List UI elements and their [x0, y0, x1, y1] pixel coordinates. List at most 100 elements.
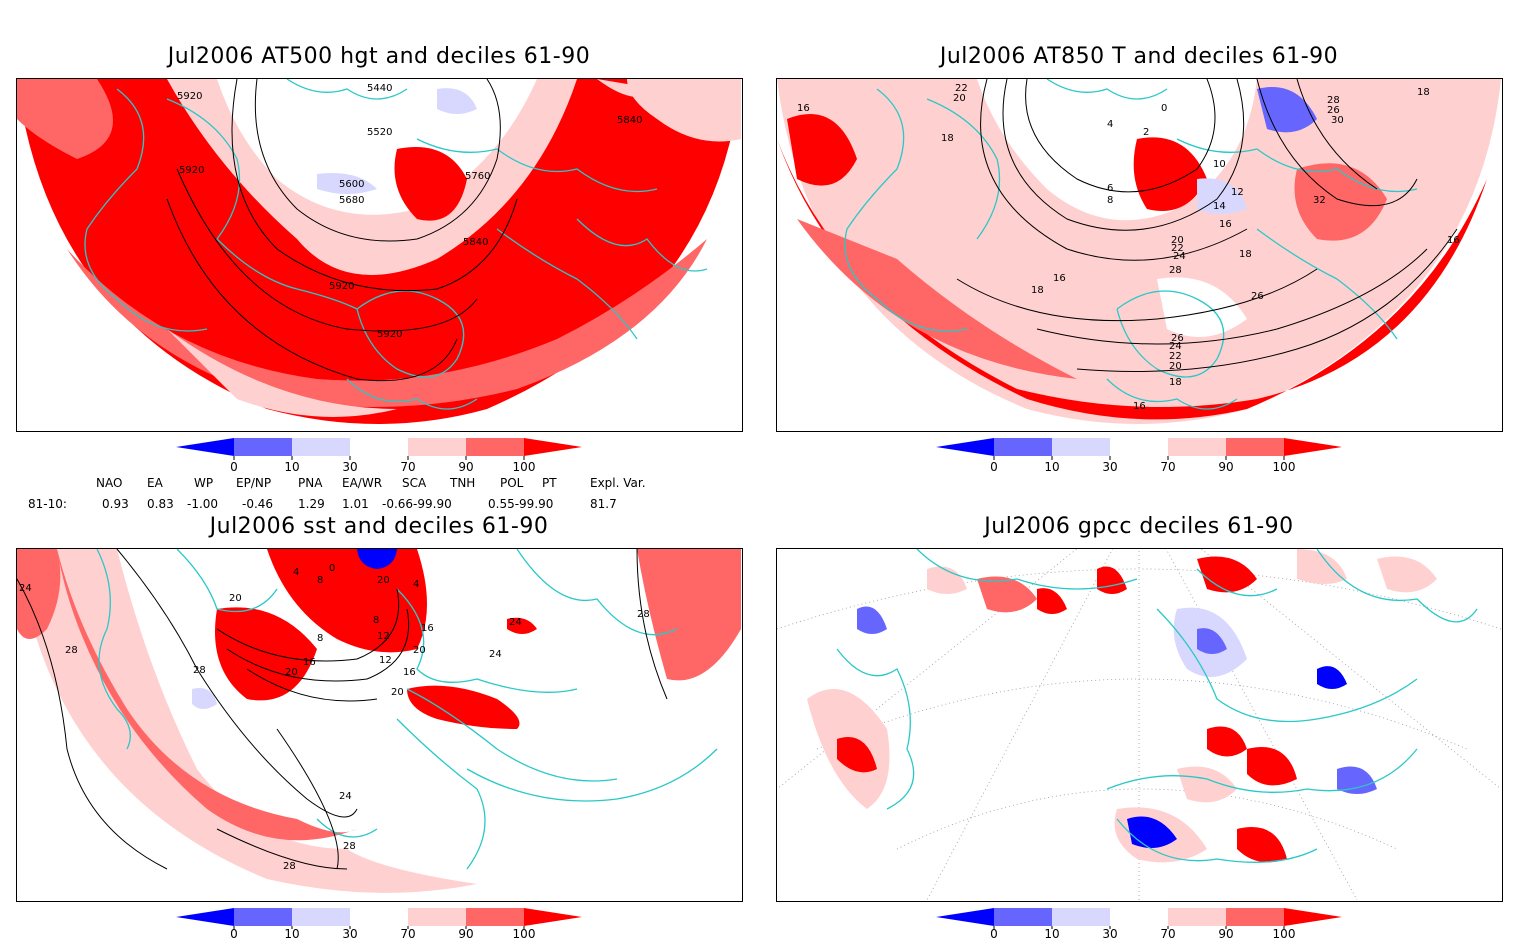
contour-label: 18 [1031, 285, 1044, 296]
contour-label: 26 [1251, 291, 1264, 302]
contour-label: 12 [377, 631, 390, 642]
index-value: -0.66-99.90 [382, 497, 452, 511]
coastlines [836, 549, 1478, 863]
colorbar-label: 70 [400, 460, 415, 474]
contour-label: 28 [283, 861, 296, 872]
anomaly-spot-1 [1133, 137, 1207, 211]
index-value: 1.01 [342, 497, 369, 511]
colorbar-arrow-left [176, 908, 234, 926]
contour-label: 5920 [177, 91, 202, 102]
contour-label: 24 [1173, 251, 1186, 262]
contour-labels: 24 28 20 28 8 4 8 12 16 20 20 16 12 8 4 … [19, 563, 650, 872]
colorbar-arrow-right [1284, 438, 1342, 456]
anomaly-east-pale [637, 549, 741, 681]
colorbar-arrow-right [524, 908, 582, 926]
contour-label: 5840 [463, 237, 488, 248]
contour-label: 4 [413, 579, 419, 590]
colorbar-segment [994, 908, 1052, 926]
anomaly-spot [394, 147, 467, 221]
colorbar-segment [408, 908, 466, 926]
colorbar-arrow-left [936, 908, 994, 926]
contour-label: 24 [339, 791, 352, 802]
colorbar-label: 90 [458, 927, 473, 940]
contour-label: 22 [1169, 351, 1182, 362]
index-header: PNA [298, 476, 323, 490]
index-header: EA [147, 476, 163, 490]
contour-labels: 5440 5920 5520 5840 5920 5600 5760 5680 … [177, 83, 642, 340]
contour-label: 5440 [367, 83, 392, 94]
colorbar-arrow-right [1284, 908, 1342, 926]
colorbar-arrow-right [524, 438, 582, 456]
contour-label: 16 [1447, 235, 1460, 246]
colorbar-segment [466, 908, 524, 926]
colorbar-label: 30 [342, 927, 357, 940]
anomaly-blue-pole [357, 549, 397, 569]
colorbar-label: 90 [1218, 927, 1233, 940]
contour-label: 4 [1107, 119, 1113, 130]
anomaly-spot-2 [1294, 163, 1387, 241]
index-header: POL [500, 476, 524, 490]
anomaly-north-red [267, 549, 427, 653]
temperature-contours [956, 79, 1458, 372]
anomaly-blue-2 [437, 88, 477, 114]
colorbar-label: 70 [1160, 927, 1175, 940]
contour-label: 24 [489, 649, 502, 660]
contour-label: 18 [1417, 87, 1430, 98]
index-header: PT [542, 476, 557, 490]
contour-label: 12 [379, 655, 392, 666]
colorbar-segment [408, 438, 466, 456]
colorbar-label: 100 [513, 460, 536, 474]
anomaly-left [787, 114, 857, 186]
contour-label: 18 [941, 133, 954, 144]
panel-title-sst: Jul2006 sst and deciles 61-90 [209, 514, 549, 539]
contour-label: 2 [1143, 127, 1149, 138]
contour-label: 22 [1171, 243, 1184, 254]
contour-label: 20 [1169, 361, 1182, 372]
index-value: -0.46 [242, 497, 274, 511]
colorbar-label: 0 [230, 927, 238, 940]
contour-label: 5920 [329, 281, 354, 292]
colorbar-segment [234, 908, 292, 926]
contour-label: 22 [955, 83, 968, 94]
contour-label: 20 [413, 645, 426, 656]
anomaly-pale-left [17, 79, 113, 159]
index-header: SCA [402, 476, 427, 490]
contour-label: 28 [65, 645, 78, 656]
panel-title-at500: Jul2006 AT500 hgt and deciles 61-90 [167, 44, 591, 69]
contour-label: 20 [1171, 235, 1184, 246]
contour-label: 5840 [617, 115, 642, 126]
colorbar-segment [994, 438, 1052, 456]
colorbar-label: 0 [990, 460, 998, 474]
colorbar-bottom-right: 0 10 30 70 90 100 [936, 908, 1342, 940]
colorbar-label: 10 [1044, 460, 1059, 474]
contour-label: 16 [421, 623, 434, 634]
contour-label: 5920 [179, 165, 204, 176]
anomaly-blue-spot [192, 688, 217, 709]
contour-label: 26 [1327, 105, 1340, 116]
colorbar-label: 10 [1044, 927, 1059, 940]
index-row-label: 81-10: [28, 497, 67, 511]
colorbar-segment [1052, 908, 1110, 926]
contour-label: 20 [953, 93, 966, 104]
colorbar-arrow-left [936, 438, 994, 456]
contour-label: 28 [1327, 95, 1340, 106]
contour-label: 24 [19, 583, 32, 594]
contour-label: 12 [1231, 187, 1244, 198]
contour-label: 16 [1053, 273, 1066, 284]
contour-label: 5600 [339, 179, 364, 190]
contour-label: 0 [1161, 103, 1167, 114]
index-header: NAO [96, 476, 123, 490]
contour-label: 5520 [367, 127, 392, 138]
contour-label: 32 [1313, 195, 1326, 206]
contour-label: 0 [329, 563, 335, 574]
contour-label: 8 [317, 575, 323, 586]
index-header: WP [194, 476, 214, 490]
colorbar-segment [292, 438, 350, 456]
colorbar-label: 10 [284, 927, 299, 940]
anomaly-light-band [67, 239, 707, 407]
sst-contours [17, 549, 668, 870]
index-header: EA/WR [342, 476, 383, 490]
colorbar-label: 100 [1273, 460, 1296, 474]
contour-label: 20 [377, 575, 390, 586]
map-gpcc [777, 549, 1501, 900]
